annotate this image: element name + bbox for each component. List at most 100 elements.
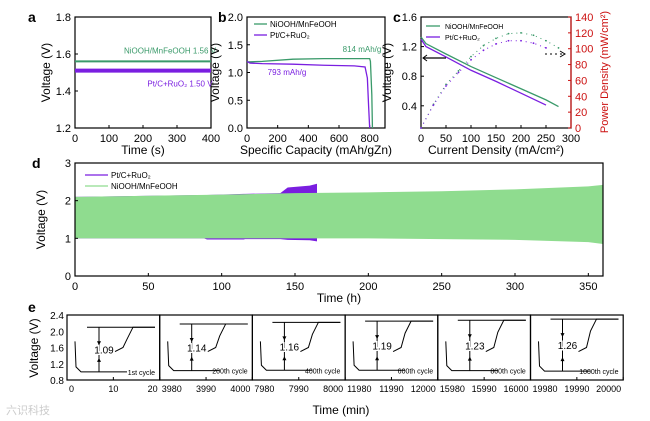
d-xtick-label: 50 bbox=[142, 281, 154, 293]
c-power-point bbox=[507, 39, 510, 42]
d-ytick-label: 3 bbox=[65, 158, 71, 170]
e-ytick-label: 0.8 bbox=[50, 376, 64, 387]
c-xtick-label: 100 bbox=[462, 133, 480, 145]
c-power-point bbox=[495, 37, 497, 40]
d-xtick-label: 100 bbox=[212, 281, 230, 293]
a-series-annotation: NiOOH/MnFeOOH 1.56 V bbox=[124, 46, 217, 55]
c-legend-label: Pt/C+RuO₂ bbox=[445, 35, 480, 42]
c-power-point bbox=[532, 42, 535, 45]
d-ytick-label: 2 bbox=[65, 196, 71, 208]
e-discharge-curve bbox=[167, 341, 220, 372]
d-legend-label: Pt/C+RuO₂ bbox=[111, 171, 151, 180]
d-x-axis-label: Time (h) bbox=[317, 291, 361, 305]
a-xtick-label: 100 bbox=[100, 133, 118, 145]
e-arrow-up-icon bbox=[375, 356, 380, 361]
b-xtick-label: 600 bbox=[330, 133, 348, 145]
e-charge-curve bbox=[114, 326, 155, 353]
e-xtick-label: 7990 bbox=[289, 384, 309, 394]
e-xtick-label: 7980 bbox=[254, 384, 274, 394]
c-y2-axis-label: Power Density (mW/cm²) bbox=[599, 11, 611, 133]
c-ytick2-label: 20 bbox=[575, 107, 587, 119]
d-ytick-label: 1 bbox=[65, 233, 71, 245]
e-xtick-label: 4000 bbox=[230, 384, 250, 394]
b-legend-label: NiOOH/MnFeOOH bbox=[270, 20, 337, 29]
e-voltage-gap-value: 1.16 bbox=[280, 342, 300, 353]
c-ytick2-label: 60 bbox=[575, 75, 587, 87]
a-xtick-label: 300 bbox=[168, 133, 186, 145]
b-series-line bbox=[246, 57, 374, 129]
d-xtick-label: 350 bbox=[579, 281, 597, 293]
e-arrow-down-icon bbox=[97, 341, 101, 346]
e-arrow-down-icon bbox=[375, 335, 380, 340]
c-ytick2-label: 40 bbox=[575, 91, 587, 103]
e-ytick-label: 1.2 bbox=[50, 360, 64, 371]
c-xtick-label: 0 bbox=[418, 133, 424, 145]
c-voltage-line bbox=[420, 38, 547, 106]
a-ytick-label: 1.8 bbox=[56, 12, 71, 24]
e-xtick-label: 3990 bbox=[196, 384, 216, 394]
d-y-axis-label: Voltage (V) bbox=[34, 190, 48, 249]
c-ytick-label: 0.4 bbox=[402, 101, 417, 113]
e-arrow-up-icon bbox=[560, 357, 565, 362]
a-xtick-label: 0 bbox=[72, 133, 78, 145]
c-legend-label: NiOOH/MnFeOOH bbox=[445, 24, 503, 31]
e-discharge-curve bbox=[445, 341, 498, 372]
e-ytick-label: 1.6 bbox=[50, 344, 64, 355]
c-ytick2-label: 140 bbox=[575, 12, 593, 24]
a-ytick-label: 1.6 bbox=[56, 49, 71, 61]
e-xtick-label: 8000 bbox=[323, 384, 343, 394]
e-arrow-down-icon bbox=[467, 334, 472, 339]
a-series-annotation: Pt/C+RuO₂ 1.50 V bbox=[147, 80, 213, 89]
e-xtick-label: 11980 bbox=[347, 384, 371, 394]
e-discharge-curve bbox=[538, 341, 591, 372]
b-series-annotation: 793 mAh/g bbox=[268, 68, 307, 77]
e-xtick-label: 20000 bbox=[596, 384, 621, 394]
b-ytick-label: 0.5 bbox=[228, 95, 243, 107]
c-y-axis-label: Voltage (V) bbox=[380, 43, 394, 102]
e-discharge-curve bbox=[352, 341, 406, 371]
c-voltage-line bbox=[420, 36, 559, 108]
c-xtick-label: 200 bbox=[512, 133, 530, 145]
b-series-line bbox=[246, 60, 371, 129]
panel-label-d: d bbox=[32, 155, 41, 171]
d-legend-label: NiOOH/MnFeOOH bbox=[111, 182, 178, 191]
e-voltage-gap-value: 1.23 bbox=[465, 341, 485, 352]
b-xtick-label: 200 bbox=[268, 133, 286, 145]
panel-label-a: a bbox=[28, 9, 36, 25]
b-ytick-label: 1.0 bbox=[228, 68, 243, 80]
b-ytick-label: 1.5 bbox=[228, 40, 243, 52]
c-power-point bbox=[457, 70, 460, 72]
b-xtick-label: 800 bbox=[360, 133, 378, 145]
c-x-axis-label: Current Density (mA/cm²) bbox=[428, 143, 564, 157]
e-xtick-label: 10 bbox=[108, 384, 118, 394]
d-ytick-label: 0 bbox=[65, 271, 71, 283]
panel-label-b: b bbox=[218, 9, 227, 25]
e-cycle-label: 600th cycle bbox=[398, 368, 434, 375]
c-power-point bbox=[482, 44, 485, 47]
c-xtick-label: 150 bbox=[487, 133, 505, 145]
c-plot-frame bbox=[420, 16, 572, 129]
c-power-point bbox=[445, 85, 447, 87]
panel-label-c: c bbox=[393, 9, 401, 25]
d-xtick-label: 200 bbox=[359, 281, 377, 293]
c-power-curve bbox=[420, 40, 547, 129]
d-xtick-label: 250 bbox=[432, 281, 450, 293]
e-arrow-up-icon bbox=[189, 356, 194, 361]
panel-label-e: e bbox=[28, 299, 36, 315]
b-legend-label: Pt/C+RuO₂ bbox=[270, 31, 310, 40]
a-xtick-label: 200 bbox=[134, 133, 152, 145]
e-xtick-label: 0 bbox=[69, 384, 74, 394]
c-ytick2-label: 80 bbox=[575, 60, 587, 72]
e-voltage-gap-value: 1.26 bbox=[558, 341, 578, 352]
b-series-annotation: 814 mAh/g bbox=[343, 45, 382, 54]
e-voltage-gap-value: 1.19 bbox=[372, 342, 392, 353]
e-discharge-curve bbox=[74, 341, 127, 373]
e-charge-curve bbox=[485, 319, 526, 353]
e-charge-curve bbox=[578, 318, 619, 353]
e-arrow-up-icon bbox=[97, 357, 101, 362]
e-cycle-label: 800th cycle bbox=[490, 369, 526, 376]
c-ytick-label: 0.8 bbox=[402, 71, 417, 83]
a-x-axis-label: Time (s) bbox=[121, 143, 165, 157]
e-xtick-label: 11990 bbox=[379, 384, 403, 394]
